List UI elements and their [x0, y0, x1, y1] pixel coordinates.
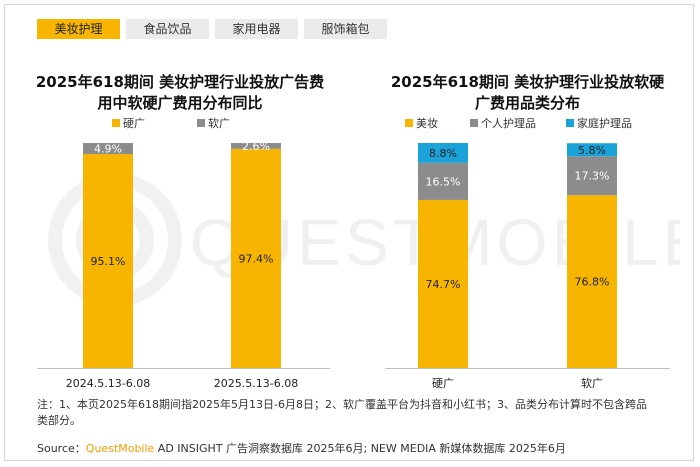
source-brand: QuestMobile: [85, 442, 155, 455]
source-line: Source：QuestMobile AD INSIGHT 广告洞察数据库 20…: [37, 440, 566, 456]
legend-swatch-hard-ad: [112, 119, 120, 127]
bar-c1-2-2: [231, 143, 281, 149]
chart2-title: 2025年618期间 美妆护理行业投放软硬广费用品类分布: [390, 73, 665, 112]
legend-item-home-care: 家庭护理品: [566, 115, 632, 131]
legend-item-soft-ad: 软广: [197, 115, 230, 131]
legend-item-personal-care: 个人护理品: [470, 115, 536, 131]
bar-label-c1-1-2: 97.4%: [239, 252, 274, 265]
bar-label-c2-3-1: 8.8%: [429, 147, 457, 160]
x-tick-label-c2-1: 硬广: [432, 377, 454, 390]
legend-label-cosmetics: 美妆: [416, 117, 438, 130]
bar-c2-1-1: [418, 199, 468, 368]
legend-label-hard-ad: 硬广: [123, 117, 145, 130]
legend-swatch-cosmetics: [405, 119, 413, 127]
tab-beauty-care[interactable]: 美妆护理: [37, 19, 120, 39]
bar-c2-1-2: [567, 195, 617, 368]
footnote: 注：1、本页2025年618期间指2025年5月13日-6月8日；2、软广覆盖平…: [37, 398, 647, 427]
x-tick-label-c1-1: 2024.5.13-6.08: [66, 377, 150, 390]
bar-c2-2-2: [567, 156, 617, 196]
legend-label-soft-ad: 软广: [208, 117, 230, 130]
legend-label-home-care: 家庭护理品: [577, 117, 632, 130]
x-tick-label-c1-2: 2025.5.13-6.08: [214, 377, 298, 390]
bar-c1-1-1: [83, 154, 133, 368]
bar-label-c1-2-1: 4.9%: [94, 143, 122, 156]
bar-c2-3-1: [418, 143, 468, 163]
bar-label-c1-2-2: 2.6%: [242, 140, 270, 153]
tab-food-beverage[interactable]: 食品饮品: [126, 19, 209, 39]
legend-swatch-home-care: [566, 119, 574, 127]
bar-label-c2-1-2: 76.8%: [575, 276, 610, 289]
bar-label-c1-1-1: 95.1%: [91, 255, 126, 268]
category-tabs: 美妆护理 食品饮品 家用电器 服饰箱包: [37, 19, 387, 39]
bar-label-c2-1-1: 74.7%: [426, 278, 461, 291]
chart2-legend: 美妆 个人护理品 家庭护理品: [405, 115, 632, 131]
x-tick-label-c2-2: 软广: [581, 376, 603, 390]
bar-c1-2-1: [83, 143, 133, 155]
source-text: AD INSIGHT 广告洞察数据库 2025年6月; NEW MEDIA 新媒…: [154, 442, 566, 455]
tab-home-appliances[interactable]: 家用电器: [215, 19, 298, 39]
bar-c2-2-1: [418, 162, 468, 200]
legend-label-personal-care: 个人护理品: [481, 117, 536, 130]
legend-swatch-personal-care: [470, 119, 478, 127]
legend-item-hard-ad: 硬广: [112, 115, 145, 131]
bar-c2-3-2: [567, 143, 617, 157]
legend-swatch-soft-ad: [197, 119, 205, 127]
bar-c1-1-2: [231, 148, 281, 368]
chart1-title: 2025年618期间 美妆护理行业投放广告费用中软硬广费用分布同比: [35, 73, 325, 112]
chart1-legend: 硬广 软广: [112, 115, 230, 131]
tab-apparel-bags[interactable]: 服饰箱包: [304, 19, 387, 39]
bar-label-c2-2-1: 16.5%: [426, 175, 461, 188]
bar-label-c2-3-2: 5.8%: [578, 144, 606, 157]
source-prefix: Source：: [37, 442, 86, 455]
legend-item-cosmetics: 美妆: [405, 115, 438, 131]
bar-label-c2-2-2: 17.3%: [575, 170, 610, 183]
